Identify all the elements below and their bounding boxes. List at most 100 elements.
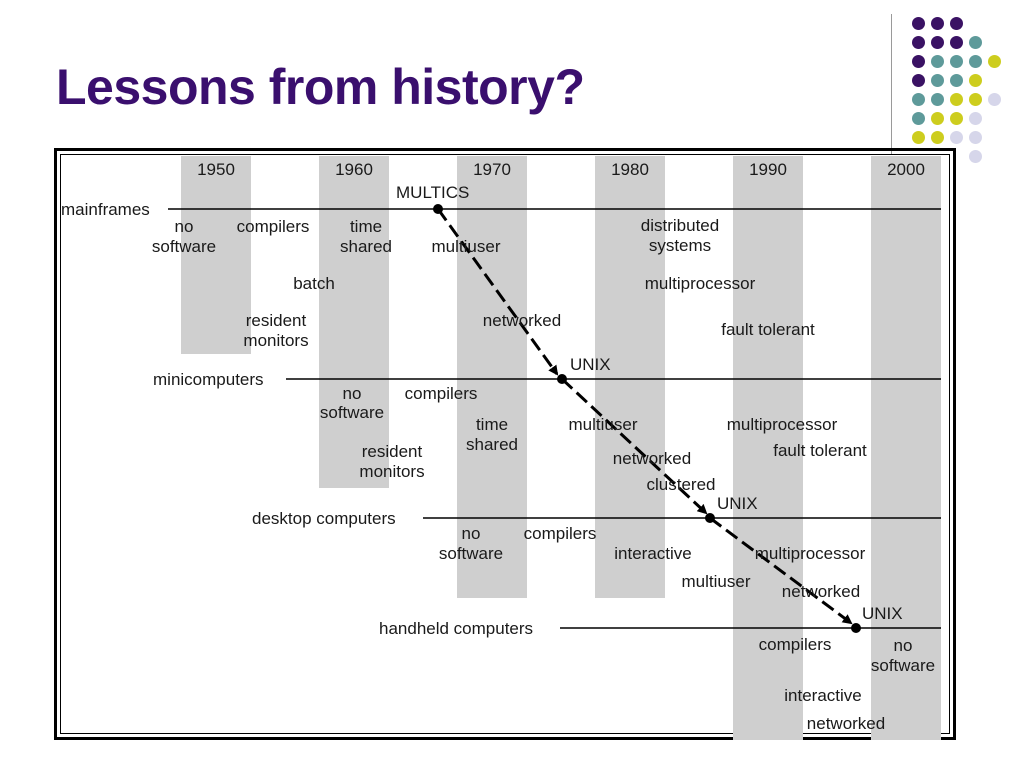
decade-band-1990 bbox=[733, 156, 803, 740]
dot-yellow bbox=[988, 55, 1001, 68]
feature-label: interactive bbox=[784, 686, 861, 705]
feature-label: time bbox=[350, 217, 382, 236]
tier-label-minicomputers: minicomputers bbox=[153, 370, 264, 389]
feature-label: multiprocessor bbox=[645, 274, 756, 293]
year-label: 1990 bbox=[749, 160, 787, 179]
dot-lavender bbox=[988, 93, 1001, 106]
feature-label: no bbox=[462, 524, 481, 543]
decade-band-2000 bbox=[871, 156, 941, 740]
dot-teal bbox=[950, 74, 963, 87]
feature-label: networked bbox=[782, 582, 860, 601]
dot-yellow bbox=[969, 74, 982, 87]
dot-teal bbox=[950, 55, 963, 68]
multics-label: MULTICS bbox=[396, 183, 469, 202]
decade-band-1950 bbox=[181, 156, 251, 354]
feature-label: multiuser bbox=[569, 415, 638, 434]
dot-teal bbox=[912, 112, 925, 125]
dot-lavender bbox=[969, 150, 982, 163]
feature-label: clustered bbox=[647, 475, 716, 494]
feature-label: systems bbox=[649, 236, 711, 255]
feature-label: fault tolerant bbox=[773, 441, 867, 460]
tier-label-handheld: handheld computers bbox=[379, 619, 533, 638]
feature-label: networked bbox=[613, 449, 691, 468]
diagram-frame-inner bbox=[60, 154, 950, 734]
dot-teal bbox=[931, 93, 944, 106]
feature-label: no bbox=[175, 217, 194, 236]
unix-node bbox=[705, 513, 715, 523]
dot-teal bbox=[969, 36, 982, 49]
year-label: 1970 bbox=[473, 160, 511, 179]
feature-label: software bbox=[152, 237, 216, 256]
dot-purple bbox=[912, 17, 925, 30]
feature-label: monitors bbox=[359, 462, 424, 481]
feature-label: software bbox=[871, 656, 935, 675]
dot-teal bbox=[912, 93, 925, 106]
feature-label: batch bbox=[293, 274, 335, 293]
year-label: 1960 bbox=[335, 160, 373, 179]
dot-teal bbox=[931, 55, 944, 68]
feature-label: compilers bbox=[759, 635, 832, 654]
feature-label: compilers bbox=[524, 524, 597, 543]
tier-label-mainframes: mainframes bbox=[61, 200, 150, 219]
dot-lavender bbox=[969, 112, 982, 125]
feature-label: networked bbox=[807, 714, 885, 733]
decade-band-1980 bbox=[595, 156, 665, 598]
dot-purple bbox=[931, 36, 944, 49]
feature-label: no bbox=[894, 636, 913, 655]
unix-label: UNIX bbox=[862, 604, 903, 623]
dot-teal bbox=[931, 74, 944, 87]
feature-label: no bbox=[343, 384, 362, 403]
migration-arrow bbox=[436, 208, 559, 376]
decade-band-1960 bbox=[319, 156, 389, 488]
feature-label: multiprocessor bbox=[755, 544, 866, 563]
decade-band-1970 bbox=[457, 156, 527, 598]
year-label: 1980 bbox=[611, 160, 649, 179]
feature-label: software bbox=[439, 544, 503, 563]
title-divider bbox=[891, 14, 892, 154]
feature-label: networked bbox=[483, 311, 561, 330]
dot-purple bbox=[931, 17, 944, 30]
feature-label: multiuser bbox=[432, 237, 501, 256]
slide-title: Lessons from history? bbox=[56, 59, 585, 115]
dot-purple bbox=[912, 36, 925, 49]
dot-purple bbox=[950, 17, 963, 30]
dot-yellow bbox=[950, 112, 963, 125]
year-label: 2000 bbox=[887, 160, 925, 179]
feature-label: monitors bbox=[243, 331, 308, 350]
dot-yellow bbox=[969, 93, 982, 106]
dot-purple bbox=[912, 74, 925, 87]
feature-label: distributed bbox=[641, 216, 719, 235]
migration-arrow bbox=[560, 377, 708, 515]
dot-purple bbox=[950, 36, 963, 49]
dot-lavender bbox=[950, 131, 963, 144]
feature-label: multiprocessor bbox=[727, 415, 838, 434]
dot-teal bbox=[969, 55, 982, 68]
dot-yellow bbox=[931, 131, 944, 144]
multics-node bbox=[433, 204, 443, 214]
migration-arrow bbox=[709, 516, 853, 625]
feature-label: multiuser bbox=[682, 572, 751, 591]
dot-lavender bbox=[969, 131, 982, 144]
feature-label: compilers bbox=[405, 384, 478, 403]
feature-label: fault tolerant bbox=[721, 320, 815, 339]
feature-label: interactive bbox=[614, 544, 691, 563]
feature-label: software bbox=[320, 403, 384, 422]
unix-label: UNIX bbox=[570, 355, 611, 374]
feature-label: shared bbox=[466, 435, 518, 454]
year-label: 1950 bbox=[197, 160, 235, 179]
feature-label: resident bbox=[246, 311, 307, 330]
tier-label-desktop: desktop computers bbox=[252, 509, 396, 528]
dot-yellow bbox=[912, 131, 925, 144]
feature-label: shared bbox=[340, 237, 392, 256]
unix-node bbox=[557, 374, 567, 384]
unix-node bbox=[851, 623, 861, 633]
feature-label: time bbox=[476, 415, 508, 434]
dot-yellow bbox=[931, 112, 944, 125]
dot-purple bbox=[912, 55, 925, 68]
feature-label: compilers bbox=[237, 217, 310, 236]
unix-label: UNIX bbox=[717, 494, 758, 513]
feature-label: resident bbox=[362, 442, 423, 461]
diagram-frame bbox=[54, 148, 956, 740]
dot-yellow bbox=[950, 93, 963, 106]
